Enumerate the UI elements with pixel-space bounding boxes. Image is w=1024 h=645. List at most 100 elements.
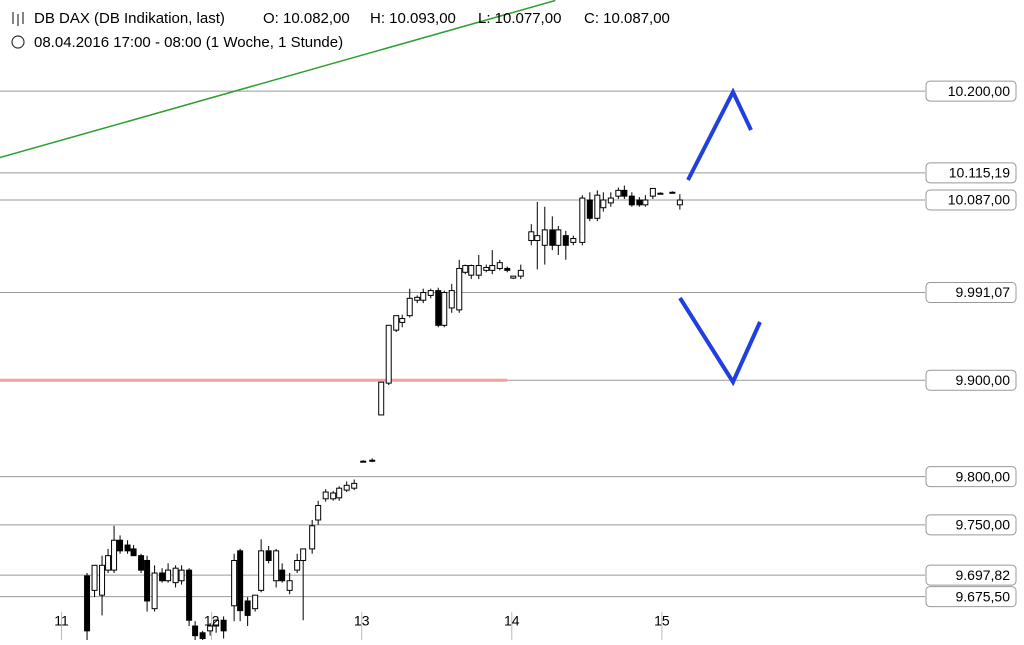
candle-body bbox=[207, 625, 214, 632]
candle-body bbox=[351, 482, 358, 489]
price-label-box bbox=[925, 80, 1017, 102]
candle-body bbox=[607, 197, 614, 204]
up-arrow bbox=[686, 87, 753, 181]
candle-body bbox=[105, 555, 112, 571]
y-tick-label: 9.800,00 bbox=[956, 468, 1011, 484]
candle-body bbox=[117, 539, 124, 552]
candle-body bbox=[534, 235, 541, 241]
candle-body bbox=[496, 262, 503, 269]
candle-body bbox=[294, 559, 301, 571]
candle-body bbox=[279, 569, 286, 582]
candle-body bbox=[435, 290, 442, 326]
candle-body bbox=[258, 550, 265, 591]
candle-body bbox=[151, 572, 158, 610]
candle-body bbox=[124, 544, 131, 552]
candle-body bbox=[252, 594, 259, 610]
candle-body bbox=[99, 564, 106, 596]
candle-body bbox=[111, 539, 118, 571]
price-label-box bbox=[925, 369, 1017, 391]
price-label-box bbox=[925, 514, 1017, 536]
candle-body bbox=[343, 484, 350, 491]
trend-line bbox=[0, 0, 556, 159]
candle-body bbox=[159, 572, 166, 582]
x-tick-label: 13 bbox=[354, 613, 370, 629]
candle-body bbox=[84, 575, 91, 632]
candle-body bbox=[468, 265, 475, 276]
candle-body bbox=[649, 187, 656, 197]
y-tick-label: 9.675,50 bbox=[956, 588, 1011, 604]
x-tick-label: 12 bbox=[204, 613, 220, 629]
candle-body bbox=[628, 195, 635, 206]
price-label-box bbox=[925, 189, 1017, 211]
y-tick-label: 10.115,19 bbox=[949, 165, 1010, 181]
candle-body bbox=[642, 199, 649, 206]
candle-body bbox=[186, 569, 193, 621]
candle-body bbox=[199, 632, 206, 640]
candle-body bbox=[237, 550, 244, 612]
candle-body bbox=[562, 235, 569, 246]
candle-body bbox=[549, 229, 556, 246]
candle-body bbox=[399, 318, 406, 323]
candle-body bbox=[393, 315, 400, 331]
header: DB DAX (DB Indikation, last) O: 10.082,0… bbox=[11, 10, 670, 51]
candle-body bbox=[273, 550, 280, 582]
candle-body bbox=[286, 580, 293, 591]
candle-body bbox=[462, 265, 469, 273]
candle-body bbox=[178, 569, 185, 582]
plot-area bbox=[0, 0, 925, 641]
price-label-box bbox=[925, 281, 1017, 303]
price-axis: 10.200,00 10.115,19 10.087,00 9.991,07 9.900… bbox=[54, 80, 1017, 629]
candle-body bbox=[504, 267, 511, 271]
candle-body bbox=[621, 189, 628, 197]
y-tick-label: 9.697,82 bbox=[956, 567, 1011, 583]
candle-body bbox=[615, 189, 622, 197]
price-label-box bbox=[925, 466, 1017, 488]
candle-body bbox=[475, 265, 482, 276]
candle-body bbox=[594, 194, 601, 219]
candle-body bbox=[336, 487, 343, 499]
candle-body bbox=[517, 269, 524, 277]
x-tick-label: 14 bbox=[504, 613, 520, 629]
candle-body bbox=[360, 460, 367, 463]
open-label: O: 10.082,00 bbox=[263, 10, 350, 27]
candle-body bbox=[489, 265, 496, 271]
candle-body bbox=[309, 525, 316, 550]
candle-body bbox=[231, 559, 238, 607]
candle-body bbox=[192, 625, 199, 637]
candle-body bbox=[130, 548, 137, 557]
candle-body bbox=[528, 231, 535, 241]
candle-body bbox=[657, 192, 664, 195]
candle-body bbox=[586, 199, 593, 219]
candle-body bbox=[330, 492, 337, 500]
candle-body bbox=[138, 555, 145, 571]
candle-body bbox=[265, 550, 272, 561]
candle-body bbox=[579, 197, 586, 243]
candle-body bbox=[669, 191, 676, 194]
candle-body bbox=[555, 229, 562, 246]
price-label-box bbox=[925, 162, 1017, 184]
price-label-box bbox=[925, 586, 1017, 608]
candle-body bbox=[483, 266, 490, 271]
clock-icon bbox=[11, 35, 25, 49]
candle-body bbox=[378, 381, 385, 416]
candle-body bbox=[369, 459, 376, 462]
y-tick-label: 9.991,07 bbox=[956, 284, 1011, 300]
price-label-box bbox=[925, 564, 1017, 586]
candle-body bbox=[172, 567, 179, 584]
candle-body bbox=[676, 199, 683, 206]
candle-body bbox=[165, 569, 172, 582]
subtitle: 08.04.2016 17:00 - 08:00 (1 Woche, 1 Stu… bbox=[34, 34, 343, 51]
down-arrow bbox=[678, 296, 762, 387]
y-tick-label: 10.200,00 bbox=[948, 83, 1010, 99]
low-label: L: 10.077,00 bbox=[478, 10, 561, 27]
candle-body bbox=[385, 324, 392, 384]
high-label: H: 10.093,00 bbox=[370, 10, 456, 27]
candle-body bbox=[406, 297, 413, 317]
x-tick-label: 15 bbox=[654, 613, 670, 629]
candle-body bbox=[213, 619, 220, 627]
candle-body bbox=[300, 548, 307, 561]
y-tick-label: 9.750,00 bbox=[956, 517, 1011, 533]
candle-body bbox=[600, 199, 607, 209]
candle-body bbox=[636, 199, 643, 206]
